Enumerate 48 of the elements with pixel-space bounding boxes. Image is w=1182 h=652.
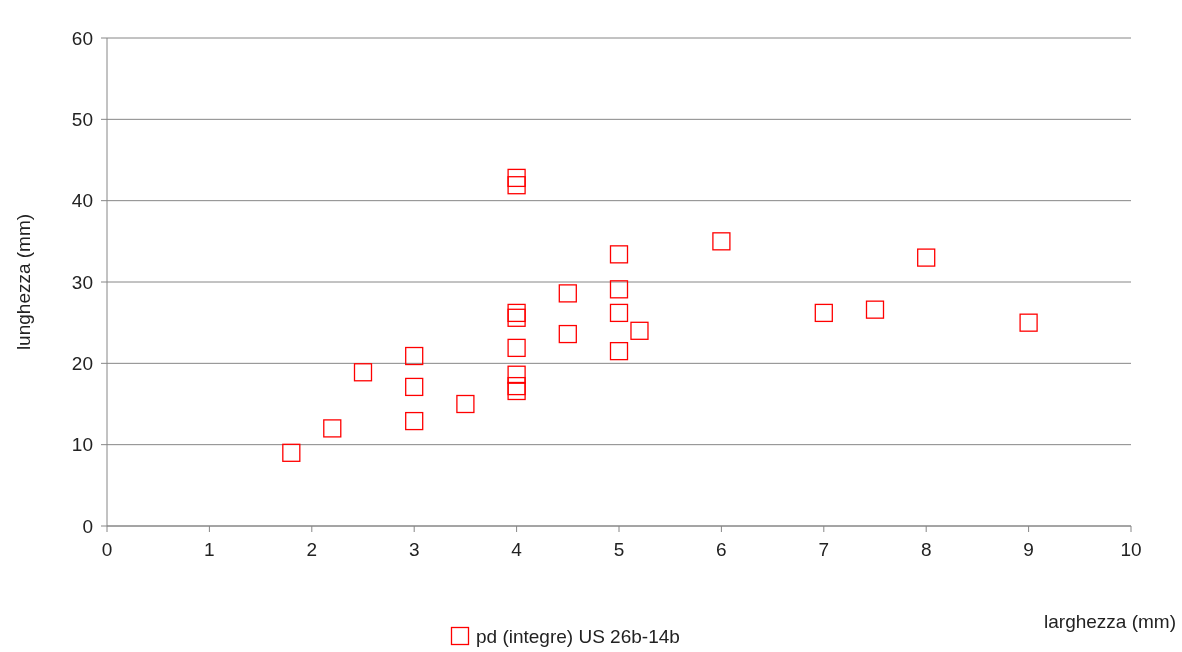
point	[507, 365, 526, 384]
point	[405, 346, 424, 366]
point	[507, 376, 526, 396]
y-tick-label: 20	[71, 352, 93, 374]
x-tick-label: 0	[101, 539, 113, 560]
point	[609, 303, 629, 323]
x-tick-label: 2	[306, 539, 318, 560]
point	[609, 280, 629, 299]
x-tick-label: 1	[204, 539, 215, 560]
legend-label: pd (integre) US 26b-14b	[476, 625, 680, 647]
y-tick-label: 10	[71, 434, 93, 456]
point	[917, 248, 936, 267]
point	[456, 394, 475, 414]
point	[507, 303, 526, 323]
point	[558, 324, 577, 344]
x-axis-title: larghezza (mm)	[1044, 611, 1176, 632]
x-tick-label: 9	[1023, 539, 1034, 560]
point	[282, 443, 301, 462]
point	[507, 338, 526, 358]
point	[507, 176, 526, 195]
point	[814, 303, 833, 323]
y-tick-label: 40	[71, 190, 93, 212]
point	[1019, 313, 1038, 332]
point	[353, 363, 373, 382]
point	[630, 321, 649, 340]
point	[712, 232, 731, 251]
point	[558, 284, 577, 303]
y-axis-title: lunghezza (mm)	[13, 213, 34, 351]
y-tick-label: 30	[71, 271, 93, 293]
point	[405, 411, 424, 431]
y-tick-label: 60	[71, 27, 93, 49]
point	[507, 381, 526, 401]
x-tick-label: 3	[408, 539, 420, 560]
y-tick-label: 50	[71, 108, 93, 130]
x-tick-label: 10	[1120, 539, 1142, 560]
x-tick-label: 6	[716, 539, 727, 560]
point	[405, 377, 424, 397]
x-tick-label: 7	[818, 539, 830, 560]
point	[507, 308, 526, 327]
y-tick-label: 0	[82, 515, 93, 537]
point	[323, 419, 342, 438]
point	[609, 245, 629, 264]
x-tick-label: 5	[613, 539, 625, 560]
x-tick-label: 4	[511, 539, 523, 560]
point	[507, 168, 526, 188]
point	[865, 300, 885, 319]
point	[609, 341, 629, 361]
x-tick-label: 8	[920, 539, 932, 560]
